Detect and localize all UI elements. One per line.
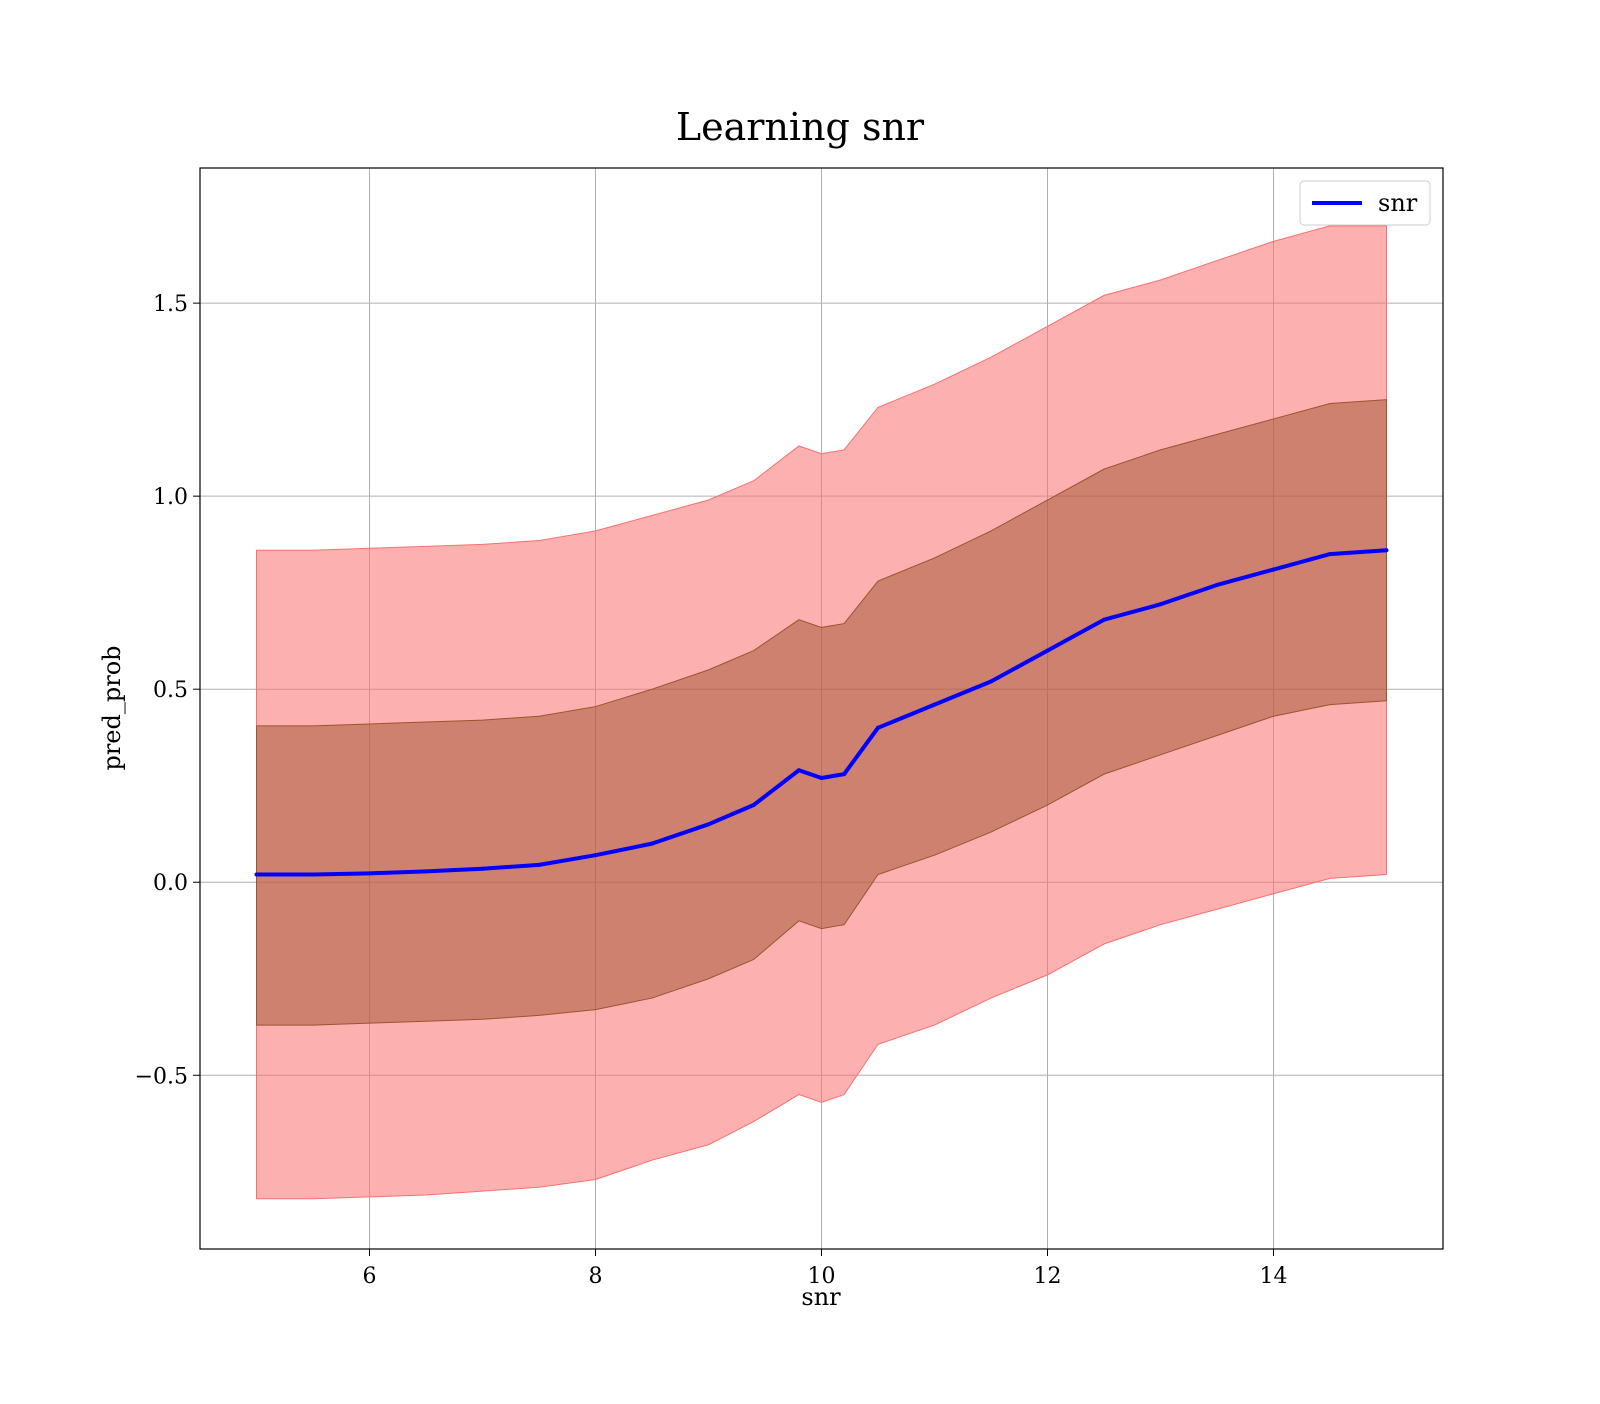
series-point	[424, 869, 428, 874]
x-tick-label: 10	[808, 1264, 836, 1289]
series-point	[1102, 617, 1106, 622]
series-point	[480, 866, 485, 871]
series-point	[254, 872, 259, 877]
series-point	[1384, 548, 1389, 553]
series-point	[842, 772, 847, 777]
series-point	[650, 841, 654, 846]
y-axis-ticks: −0.5 0.0 0.5 1.0 1.5	[135, 292, 200, 1089]
legend: snr	[1299, 180, 1431, 226]
x-axis-label: snr	[801, 1283, 841, 1311]
x-axis-ticks: 6 8 10 12 14	[363, 1249, 1288, 1289]
series-point	[706, 822, 711, 827]
series-point	[1328, 552, 1332, 557]
series-point	[311, 872, 315, 877]
series-point	[932, 702, 937, 707]
series-point	[989, 679, 993, 684]
x-tick-label: 6	[363, 1264, 377, 1289]
series-point	[751, 803, 756, 808]
y-tick-label: 0.5	[153, 678, 188, 703]
y-tick-label: 0.0	[153, 871, 188, 896]
series-point	[367, 871, 372, 876]
y-tick-label: −0.5	[135, 1064, 188, 1089]
series-point	[1271, 567, 1276, 572]
chart-title: Learning snr	[676, 105, 925, 149]
x-tick-label: 14	[1260, 1264, 1288, 1289]
y-tick-label: 1.0	[153, 485, 188, 510]
series-point	[1158, 602, 1163, 607]
series-point	[1215, 582, 1219, 587]
series-point	[537, 862, 541, 867]
bands-layer	[256, 225, 1387, 1200]
legend-label: snr	[1378, 189, 1418, 217]
legend-box	[1299, 180, 1431, 226]
y-axis-label: pred_prob	[98, 645, 126, 770]
series-point	[796, 768, 801, 773]
x-tick-label: 8	[589, 1264, 603, 1289]
series-point	[819, 775, 824, 780]
inner-confidence-band	[256, 399, 1387, 1026]
x-tick-label: 12	[1034, 1264, 1062, 1289]
series-point	[876, 725, 880, 730]
y-tick-label: 1.5	[153, 292, 188, 317]
series-point	[593, 853, 598, 858]
series-layer	[254, 548, 1389, 877]
series-point	[1045, 648, 1050, 653]
